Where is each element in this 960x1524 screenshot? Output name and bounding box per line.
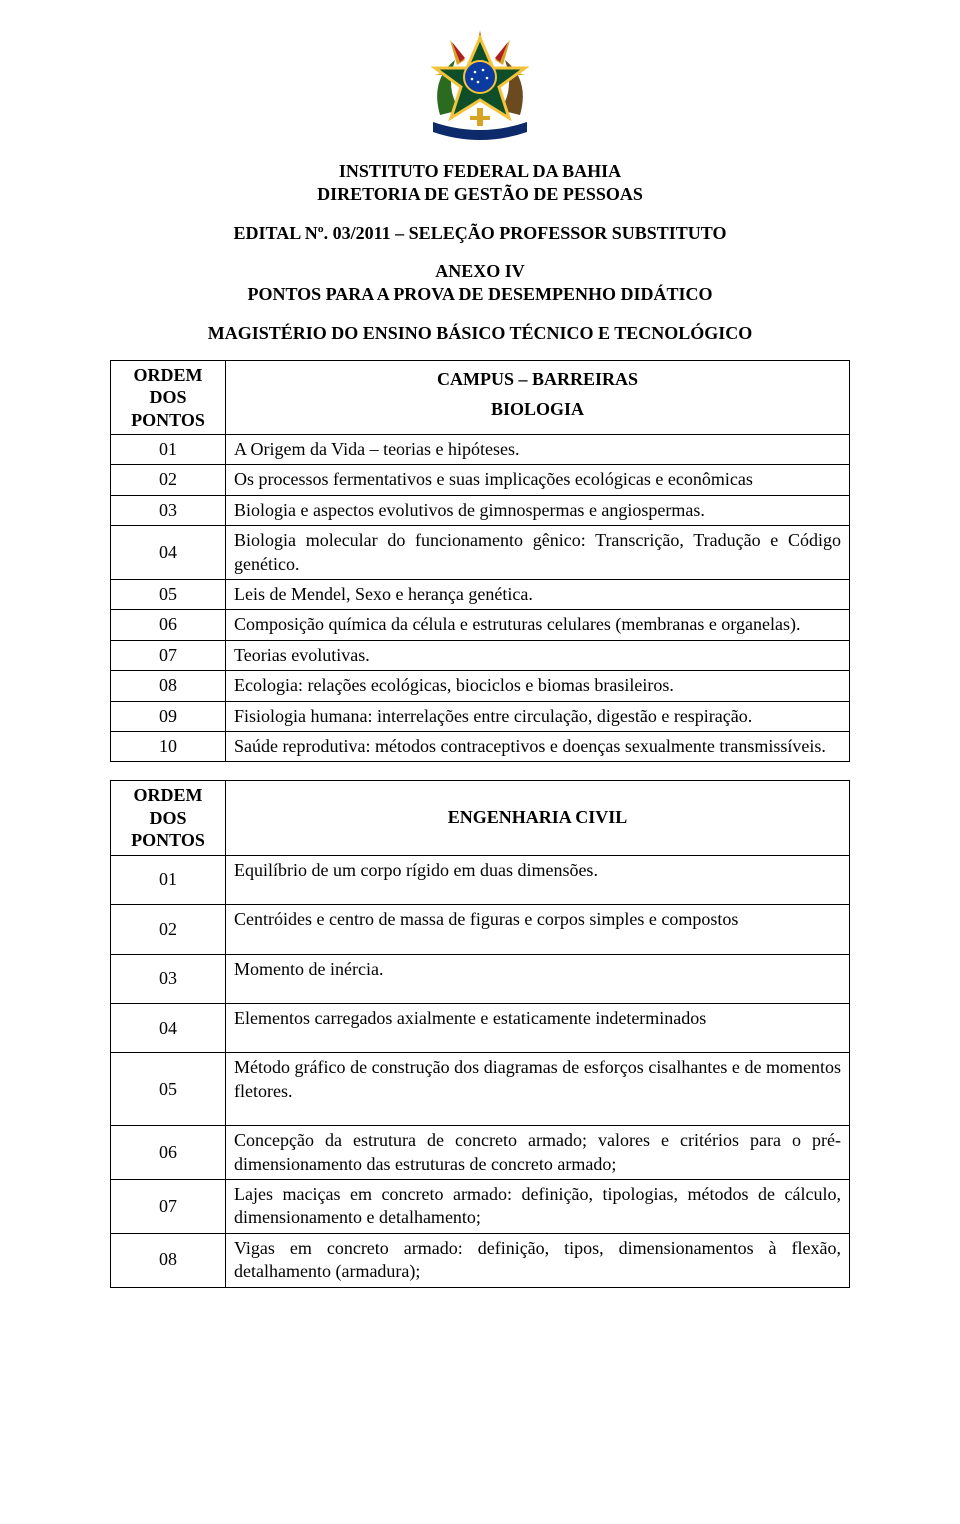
- institution-line2: DIRETORIA DE GESTÃO DE PESSOAS: [110, 183, 850, 206]
- row-num: 08: [111, 671, 226, 701]
- row-num: 02: [111, 465, 226, 495]
- row-num: 01: [111, 435, 226, 465]
- row-text: Momento de inércia.: [226, 954, 850, 1003]
- table-row: 02Centróides e centro de massa de figura…: [111, 905, 850, 954]
- row-num: 05: [111, 580, 226, 610]
- row-text: Ecologia: relações ecológicas, biociclos…: [226, 671, 850, 701]
- row-num: 06: [111, 1126, 226, 1180]
- row-text: Composição química da célula e estrutura…: [226, 610, 850, 640]
- row-num: 02: [111, 905, 226, 954]
- row-text: Biologia molecular do funcionamento gêni…: [226, 526, 850, 580]
- table-header-row: ORDEM DOS PONTOS CAMPUS – BARREIRAS BIOL…: [111, 360, 850, 435]
- table-row: 04Biologia molecular do funcionamento gê…: [111, 526, 850, 580]
- row-text: Centróides e centro de massa de figuras …: [226, 905, 850, 954]
- row-text: Os processos fermentativos e suas implic…: [226, 465, 850, 495]
- row-text: Biologia e aspectos evolutivos de gimnos…: [226, 495, 850, 525]
- campus-subject-cell: CAMPUS – BARREIRAS BIOLOGIA: [226, 360, 850, 435]
- table-row: 10Saúde reprodutiva: métodos contracepti…: [111, 731, 850, 761]
- row-text: Fisiologia humana: interrelações entre c…: [226, 701, 850, 731]
- table-row: 05Método gráfico de construção dos diagr…: [111, 1053, 850, 1126]
- page: INSTITUTO FEDERAL DA BAHIA DIRETORIA DE …: [0, 0, 960, 1346]
- row-text: Vigas em concreto armado: definição, tip…: [226, 1233, 850, 1287]
- row-num: 03: [111, 954, 226, 1003]
- campus-name: CAMPUS – BARREIRAS: [234, 364, 841, 395]
- anexo-line2: PONTOS PARA A PROVA DE DESEMPENHO DIDÁTI…: [110, 283, 850, 306]
- ordem-label: ORDEM DOS PONTOS: [131, 365, 205, 430]
- row-text: Método gráfico de construção dos diagram…: [226, 1053, 850, 1126]
- row-num: 04: [111, 1004, 226, 1053]
- table-row: 08Ecologia: relações ecológicas, biocicl…: [111, 671, 850, 701]
- ordem-header: ORDEM DOS PONTOS: [111, 781, 226, 856]
- row-text: Leis de Mendel, Sexo e herança genética.: [226, 580, 850, 610]
- row-num: 01: [111, 855, 226, 904]
- row-num: 05: [111, 1053, 226, 1126]
- table-row: 03Momento de inércia.: [111, 954, 850, 1003]
- table-row: 09Fisiologia humana: interrelações entre…: [111, 701, 850, 731]
- anexo-line1: ANEXO IV: [110, 260, 850, 283]
- row-num: 04: [111, 526, 226, 580]
- table-row: 04Elementos carregados axialmente e esta…: [111, 1004, 850, 1053]
- engenharia-table: ORDEM DOS PONTOS ENGENHARIA CIVIL 01Equi…: [110, 780, 850, 1287]
- institution-header: INSTITUTO FEDERAL DA BAHIA DIRETORIA DE …: [110, 160, 850, 207]
- row-text: Equilíbrio de um corpo rígido em duas di…: [226, 855, 850, 904]
- table-header-row: ORDEM DOS PONTOS ENGENHARIA CIVIL: [111, 781, 850, 856]
- table-row: 07Lajes maciças em concreto armado: defi…: [111, 1179, 850, 1233]
- ordem-header: ORDEM DOS PONTOS: [111, 360, 226, 435]
- ordem-label: ORDEM DOS PONTOS: [131, 785, 205, 850]
- row-num: 07: [111, 1179, 226, 1233]
- row-num: 06: [111, 610, 226, 640]
- table-row: 06Concepção da estrutura de concreto arm…: [111, 1126, 850, 1180]
- row-num: 03: [111, 495, 226, 525]
- table-row: 03Biologia e aspectos evolutivos de gimn…: [111, 495, 850, 525]
- row-text: Concepção da estrutura de concreto armad…: [226, 1126, 850, 1180]
- table-row: 08Vigas em concreto armado: definição, t…: [111, 1233, 850, 1287]
- table-row: 07Teorias evolutivas.: [111, 640, 850, 670]
- row-num: 09: [111, 701, 226, 731]
- row-text: Elementos carregados axialmente e estati…: [226, 1004, 850, 1053]
- table-row: 02Os processos fermentativos e suas impl…: [111, 465, 850, 495]
- table-row: 06Composição química da célula e estrutu…: [111, 610, 850, 640]
- row-num: 08: [111, 1233, 226, 1287]
- subject-cell: ENGENHARIA CIVIL: [226, 781, 850, 856]
- table-row: 01A Origem da Vida – teorias e hipóteses…: [111, 435, 850, 465]
- row-text: Teorias evolutivas.: [226, 640, 850, 670]
- crest-icon: [415, 20, 545, 150]
- table-row: 01Equilíbrio de um corpo rígido em duas …: [111, 855, 850, 904]
- subject-name: BIOLOGIA: [234, 394, 841, 425]
- row-num: 07: [111, 640, 226, 670]
- magisterio-line: MAGISTÉRIO DO ENSINO BÁSICO TÉCNICO E TE…: [110, 323, 850, 344]
- biologia-table: ORDEM DOS PONTOS CAMPUS – BARREIRAS BIOL…: [110, 360, 850, 763]
- institution-line1: INSTITUTO FEDERAL DA BAHIA: [110, 160, 850, 183]
- row-text: Lajes maciças em concreto armado: defini…: [226, 1179, 850, 1233]
- table-row: 05Leis de Mendel, Sexo e herança genétic…: [111, 580, 850, 610]
- national-crest: [110, 20, 850, 150]
- row-text: Saúde reprodutiva: métodos contraceptivo…: [226, 731, 850, 761]
- edital-title: EDITAL Nº. 03/2011 – SELEÇÃO PROFESSOR S…: [110, 223, 850, 244]
- row-num: 10: [111, 731, 226, 761]
- anexo-block: ANEXO IV PONTOS PARA A PROVA DE DESEMPEN…: [110, 260, 850, 307]
- row-text: A Origem da Vida – teorias e hipóteses.: [226, 435, 850, 465]
